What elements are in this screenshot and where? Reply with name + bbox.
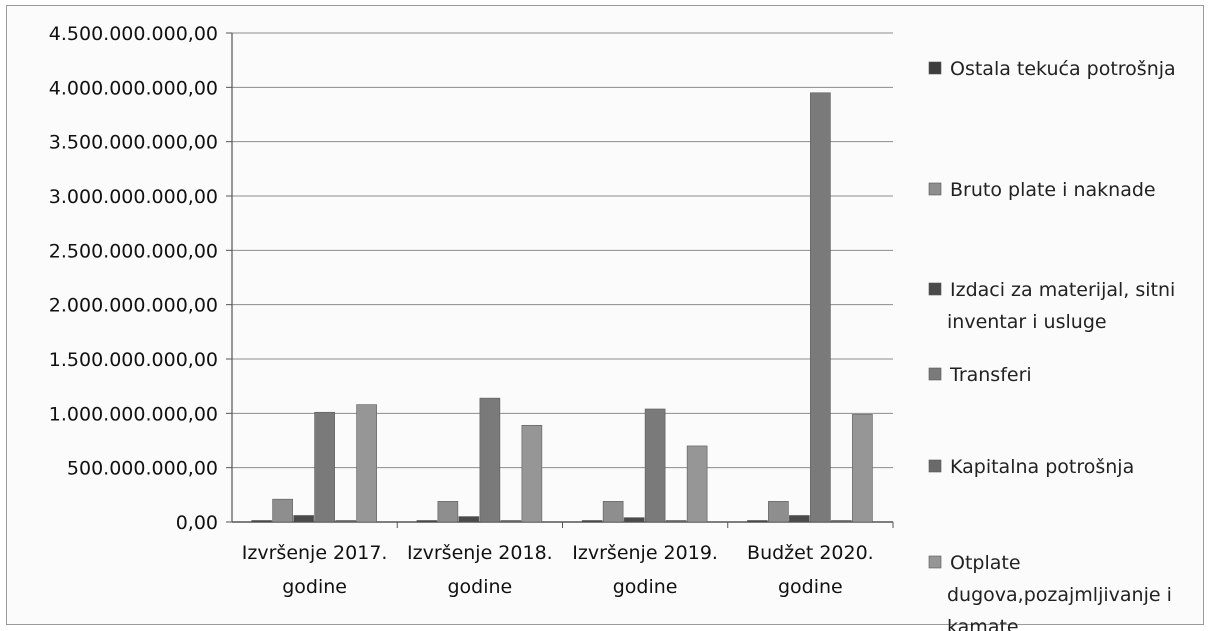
legend-label: Izdaci za materijal, sitni bbox=[950, 279, 1175, 301]
legend-swatch bbox=[928, 555, 942, 569]
legend-swatch bbox=[928, 182, 942, 196]
bar bbox=[852, 414, 873, 523]
bar bbox=[416, 520, 438, 523]
y-tick-label: 4.500.000.000,00 bbox=[49, 23, 218, 45]
y-tick-label: 2.500.000.000,00 bbox=[49, 240, 218, 262]
legend-label: Ostala tekuća potrošnja bbox=[950, 58, 1176, 80]
bar bbox=[314, 411, 335, 523]
y-tick-label: 2.000.000.000,00 bbox=[49, 295, 218, 317]
bar bbox=[665, 520, 687, 523]
x-tick-label: Budžet 2020. bbox=[747, 542, 874, 564]
bar bbox=[293, 515, 314, 523]
bar bbox=[831, 520, 852, 523]
bar bbox=[356, 404, 377, 523]
bar bbox=[458, 516, 480, 523]
bar bbox=[747, 520, 768, 523]
legend-swatch bbox=[928, 459, 942, 473]
bar bbox=[602, 501, 624, 523]
x-tick-label: godine bbox=[447, 576, 512, 598]
y-tick-label: 4.000.000.000,00 bbox=[49, 77, 218, 99]
bar bbox=[272, 498, 293, 523]
bar bbox=[644, 408, 666, 523]
bar bbox=[768, 501, 789, 523]
legend-label: dugova,pozajmljivanje i bbox=[947, 584, 1172, 606]
bar bbox=[810, 92, 831, 523]
y-tick-label: 3.000.000.000,00 bbox=[49, 186, 218, 208]
legend-swatch bbox=[928, 282, 942, 296]
x-tick-label: godine bbox=[778, 576, 843, 598]
x-tick-label: godine bbox=[613, 576, 678, 598]
bar bbox=[437, 501, 459, 523]
bar bbox=[479, 397, 501, 523]
x-tick-label: godine bbox=[282, 576, 347, 598]
x-tick-label: Izvršenje 2018. bbox=[407, 542, 553, 564]
legend-label: Otplate bbox=[950, 552, 1021, 574]
legend-label: kamate bbox=[947, 616, 1019, 631]
bars bbox=[251, 92, 873, 523]
legend-label: Transferi bbox=[949, 364, 1032, 386]
y-tick-label: 3.500.000.000,00 bbox=[49, 132, 218, 154]
bar bbox=[251, 520, 272, 523]
y-tick-label: 1.500.000.000,00 bbox=[49, 349, 218, 371]
y-tick-label: 0,00 bbox=[176, 512, 218, 534]
bar bbox=[789, 515, 810, 523]
legend-label: inventar i usluge bbox=[947, 311, 1107, 333]
y-tick-label: 500.000.000,00 bbox=[67, 458, 218, 480]
legend-label: Bruto plate i naknade bbox=[950, 179, 1156, 201]
bar bbox=[686, 445, 708, 523]
bar bbox=[521, 424, 543, 523]
x-tick-label: Izvršenje 2017. bbox=[242, 542, 388, 564]
legend-swatch bbox=[928, 61, 942, 75]
bar bbox=[335, 520, 356, 523]
legend-label: Kapitalna potrošnja bbox=[950, 456, 1134, 478]
legend-swatch bbox=[928, 367, 942, 381]
bar bbox=[581, 520, 603, 523]
bar bbox=[500, 520, 522, 523]
bar bbox=[623, 517, 645, 523]
x-tick-label: Izvršenje 2019. bbox=[572, 542, 718, 564]
y-tick-label: 1.000.000.000,00 bbox=[49, 403, 218, 425]
